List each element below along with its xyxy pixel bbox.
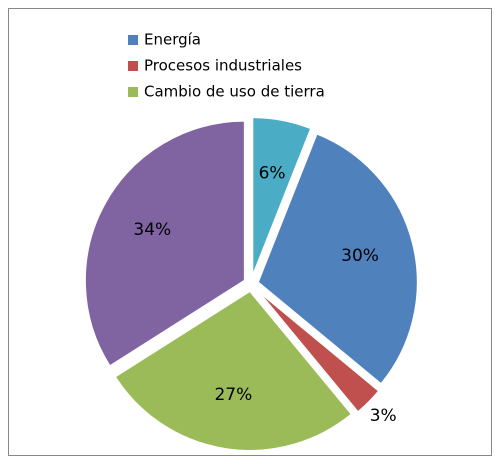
pie-slice — [251, 116, 313, 278]
legend-swatch — [128, 87, 138, 97]
pie-slice — [83, 119, 246, 368]
legend-label: Cambio de uso de tierra — [144, 83, 325, 101]
legend-label: Procesos industriales — [144, 57, 302, 75]
data-label: 34% — [133, 220, 171, 240]
pie-slice — [255, 288, 381, 414]
pie-slice — [113, 289, 354, 452]
data-label: 6% — [259, 163, 286, 183]
legend-swatch — [128, 61, 138, 71]
data-label: 27% — [214, 385, 252, 405]
pie-slice — [256, 132, 419, 386]
legend-label: Energía — [144, 31, 201, 49]
data-label: 3% — [370, 406, 397, 426]
legend-swatch — [128, 35, 138, 45]
data-label: 30% — [341, 246, 379, 266]
